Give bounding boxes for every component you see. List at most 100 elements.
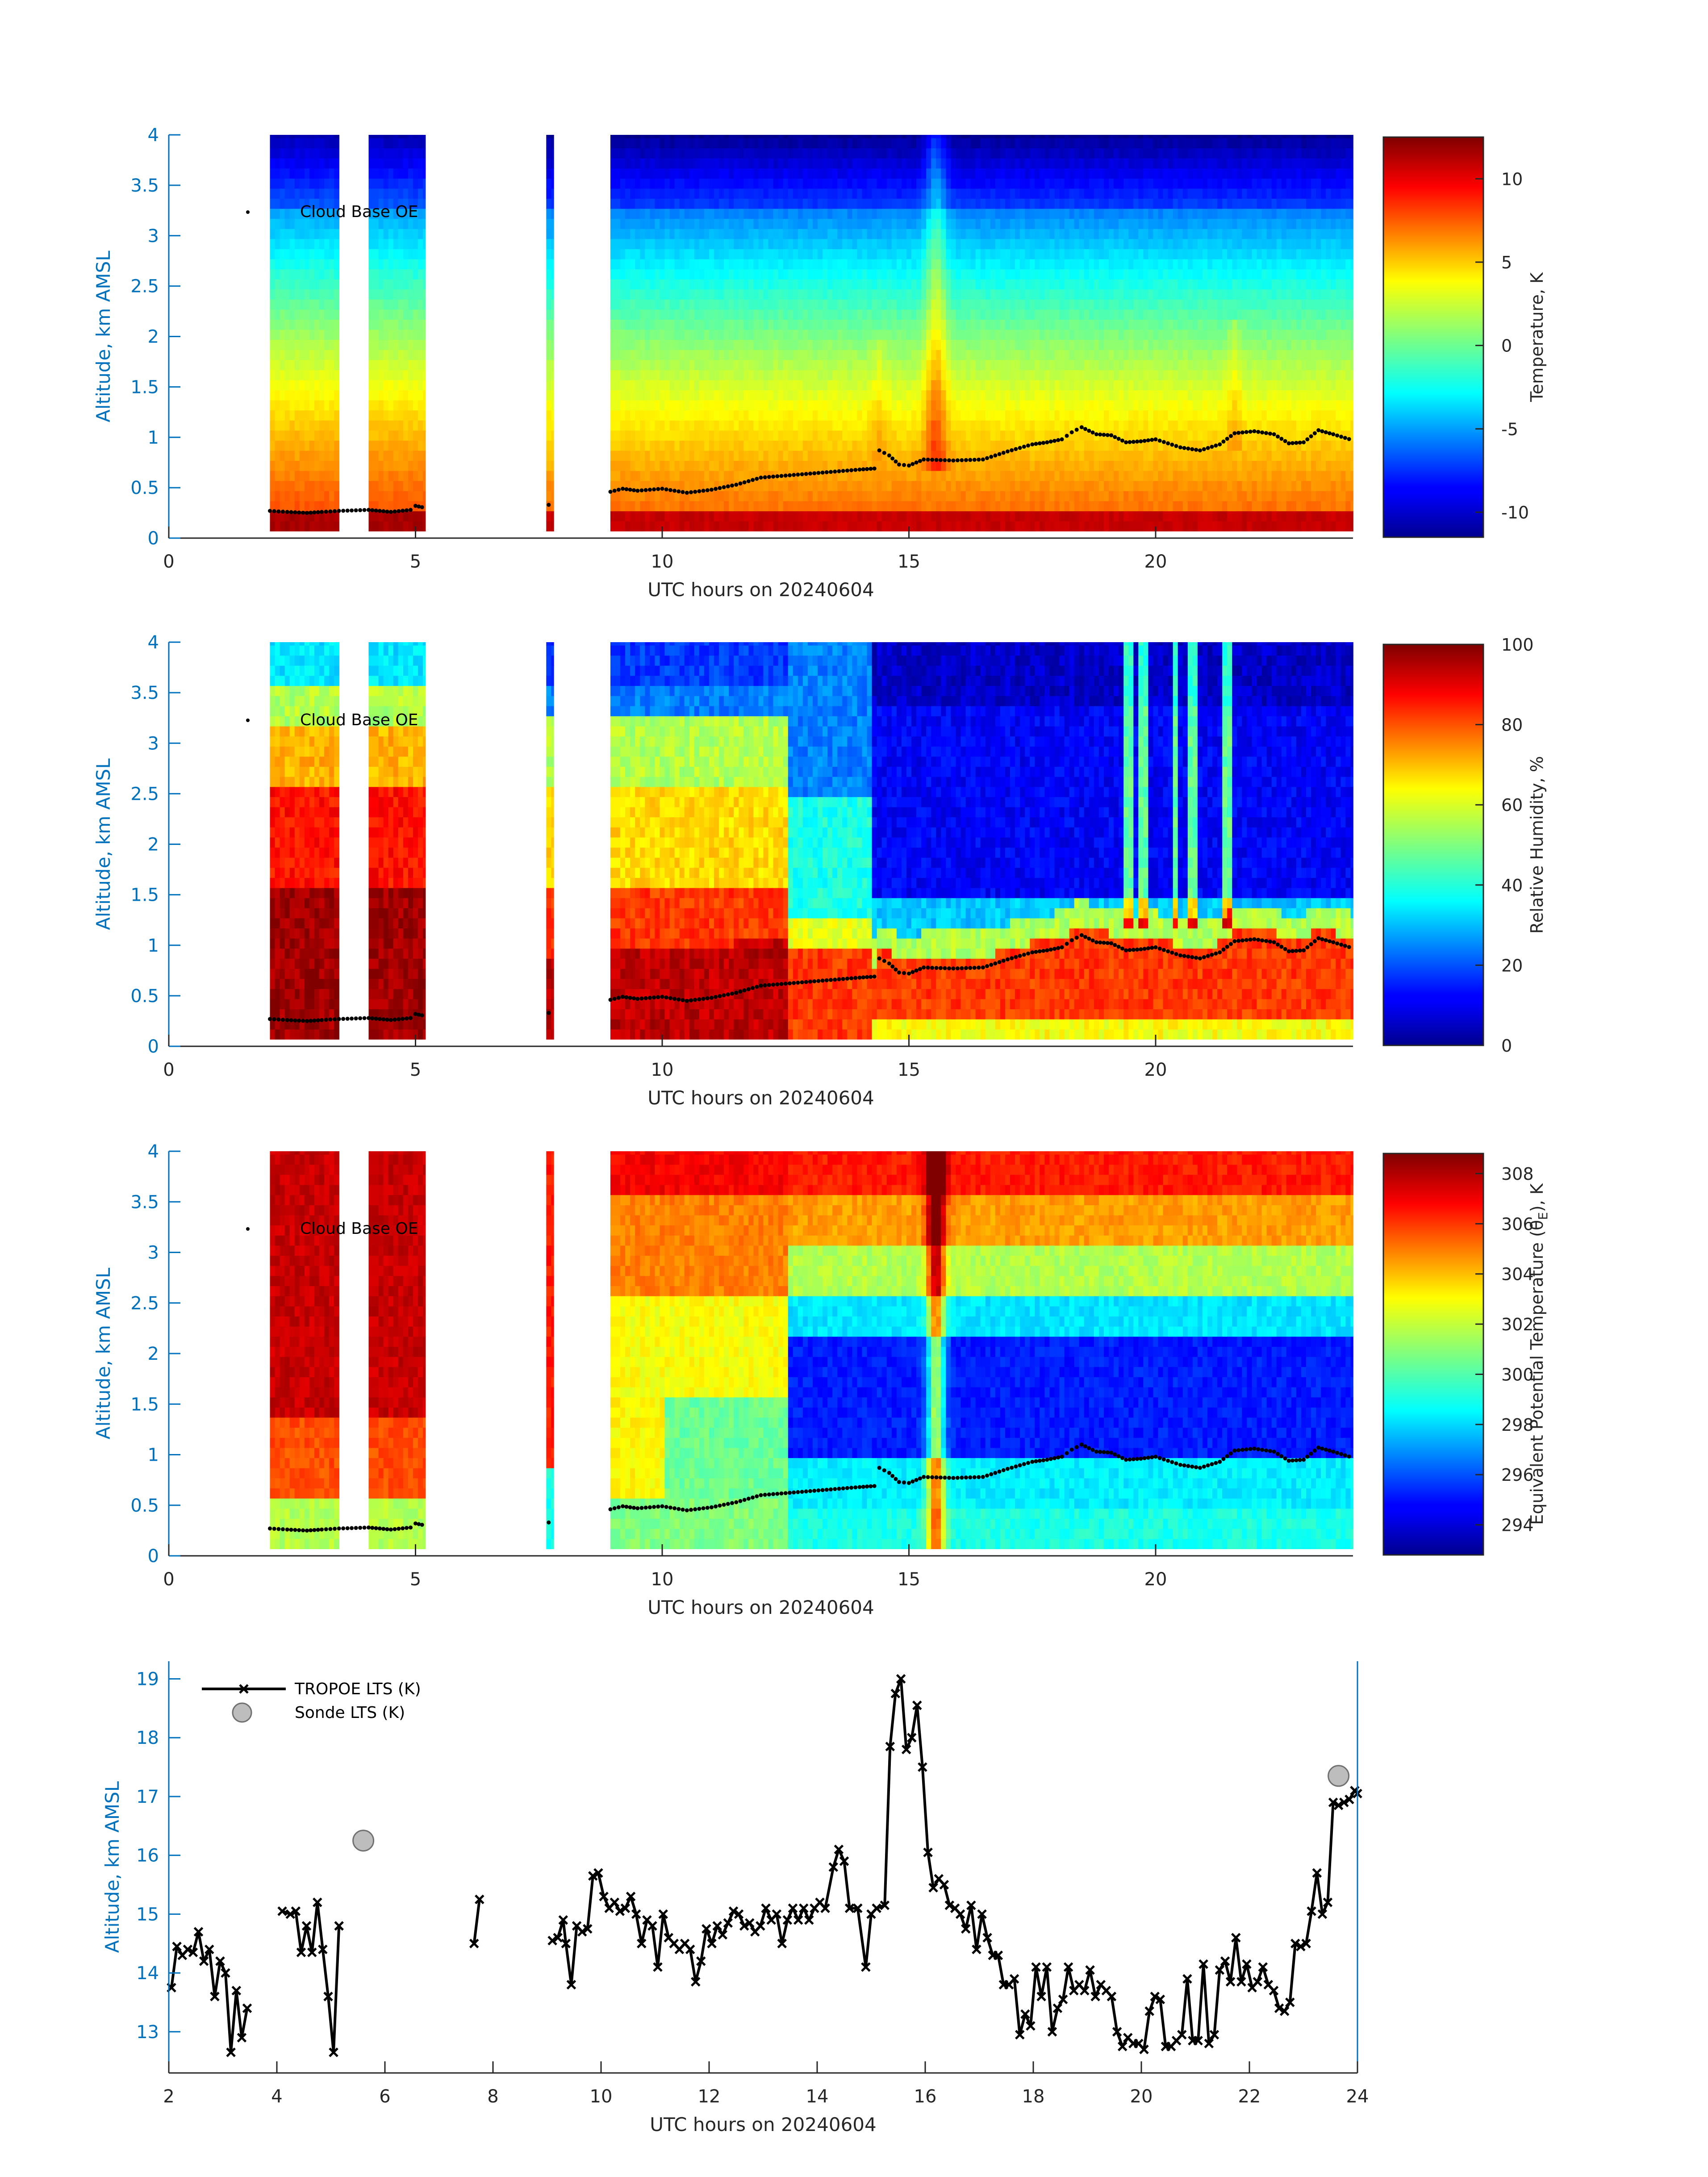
- heat-cell: [388, 380, 394, 390]
- heat-cell: [975, 238, 981, 249]
- heat-cell: [1025, 299, 1031, 310]
- heat-cell: [709, 390, 714, 401]
- heat-cell: [714, 390, 719, 401]
- heat-cell: [378, 168, 384, 179]
- heat-cell: [891, 329, 897, 340]
- heat-cell: [1064, 319, 1070, 330]
- heat-cell: [309, 410, 315, 421]
- heat-cell: [610, 440, 616, 451]
- heat-cell: [788, 390, 793, 401]
- heat-cell: [1000, 430, 1006, 441]
- heat-cell: [1030, 481, 1036, 491]
- heat-cell: [660, 390, 665, 401]
- heat-cell: [1025, 390, 1031, 401]
- heat-cell: [793, 460, 798, 471]
- heat-cell: [620, 309, 626, 320]
- heat-cell: [329, 135, 334, 138]
- heat-cell: [1020, 400, 1025, 411]
- heat-cell: [423, 370, 426, 380]
- heat-cell: [886, 269, 892, 280]
- heat-cell: [980, 135, 986, 138]
- heat-cell: [684, 359, 690, 370]
- heat-cell: [418, 460, 423, 471]
- heat-cell: [867, 370, 873, 380]
- heat-cell: [423, 299, 426, 310]
- heat-cell: [640, 178, 646, 189]
- heat-cell: [280, 359, 285, 370]
- heat-cell: [373, 359, 379, 370]
- heat-cell: [699, 208, 705, 219]
- heat-cell: [956, 289, 961, 300]
- heat-cell: [753, 178, 759, 189]
- heat-cell: [941, 228, 947, 239]
- heat-cell: [758, 299, 764, 310]
- heat-cell: [877, 329, 882, 340]
- heat-cell: [393, 430, 399, 441]
- heat-cell: [620, 349, 626, 360]
- heat-cell: [314, 168, 320, 179]
- heat-cell: [655, 440, 660, 451]
- heat-cell: [729, 309, 735, 320]
- heat-cell: [906, 208, 912, 219]
- heat-cell: [1030, 148, 1036, 159]
- heat-cell: [867, 501, 873, 511]
- heat-cell: [640, 198, 646, 209]
- heat-cell: [729, 158, 735, 169]
- heat-cell: [304, 400, 310, 411]
- heat-cell: [1010, 289, 1015, 300]
- heat-cell: [408, 430, 413, 441]
- heat-cell: [408, 400, 413, 411]
- heat-cell: [689, 249, 695, 259]
- heat-cell: [679, 339, 685, 350]
- heat-cell: [813, 135, 818, 138]
- heat-cell: [635, 198, 640, 209]
- heat-cell: [650, 168, 656, 179]
- heat-cell: [418, 440, 423, 451]
- heat-cell: [891, 521, 897, 531]
- heat-cell: [1079, 238, 1085, 249]
- heat-cell: [906, 218, 912, 229]
- heat-cell: [314, 481, 320, 491]
- heat-cell: [398, 289, 404, 300]
- heat-cell: [299, 450, 305, 461]
- heat-cell: [758, 410, 764, 421]
- heat-cell: [418, 259, 423, 270]
- heat-cell: [699, 410, 705, 421]
- heat-cell: [724, 511, 729, 522]
- heat-cell: [1059, 168, 1065, 179]
- heat-cell: [921, 440, 927, 451]
- heat-cell: [763, 359, 769, 370]
- heat-cell: [660, 339, 665, 350]
- heat-cell: [975, 188, 981, 199]
- heat-cell: [393, 249, 399, 259]
- heat-cell: [877, 218, 882, 229]
- heat-cell: [719, 390, 724, 401]
- heat-cell: [660, 148, 665, 159]
- heat-cell: [827, 178, 833, 189]
- heat-cell: [645, 390, 651, 401]
- heat-cell: [398, 511, 404, 522]
- heat-cell: [965, 309, 971, 320]
- heat-cell: [334, 481, 339, 491]
- heat-cell: [669, 481, 675, 491]
- heat-cell: [714, 440, 719, 451]
- heat-cell: [1020, 309, 1025, 320]
- heat-cell: [398, 135, 404, 138]
- heat-cell: [689, 470, 695, 481]
- heat-cell: [748, 450, 754, 461]
- heat-cell: [679, 349, 685, 360]
- heat-cell: [645, 501, 651, 511]
- heat-cell: [1030, 410, 1036, 421]
- heat-cell: [650, 309, 656, 320]
- heat-cell: [891, 450, 897, 461]
- heat-cell: [408, 289, 413, 300]
- heat-cell: [674, 339, 680, 350]
- heat-cell: [408, 178, 413, 189]
- heat-cell: [329, 188, 334, 199]
- heat-cell: [610, 521, 616, 531]
- heat-cell: [398, 168, 404, 179]
- heat-cell: [669, 249, 675, 259]
- heat-cell: [813, 400, 818, 411]
- heat-cell: [734, 450, 739, 461]
- heat-cell: [763, 228, 769, 239]
